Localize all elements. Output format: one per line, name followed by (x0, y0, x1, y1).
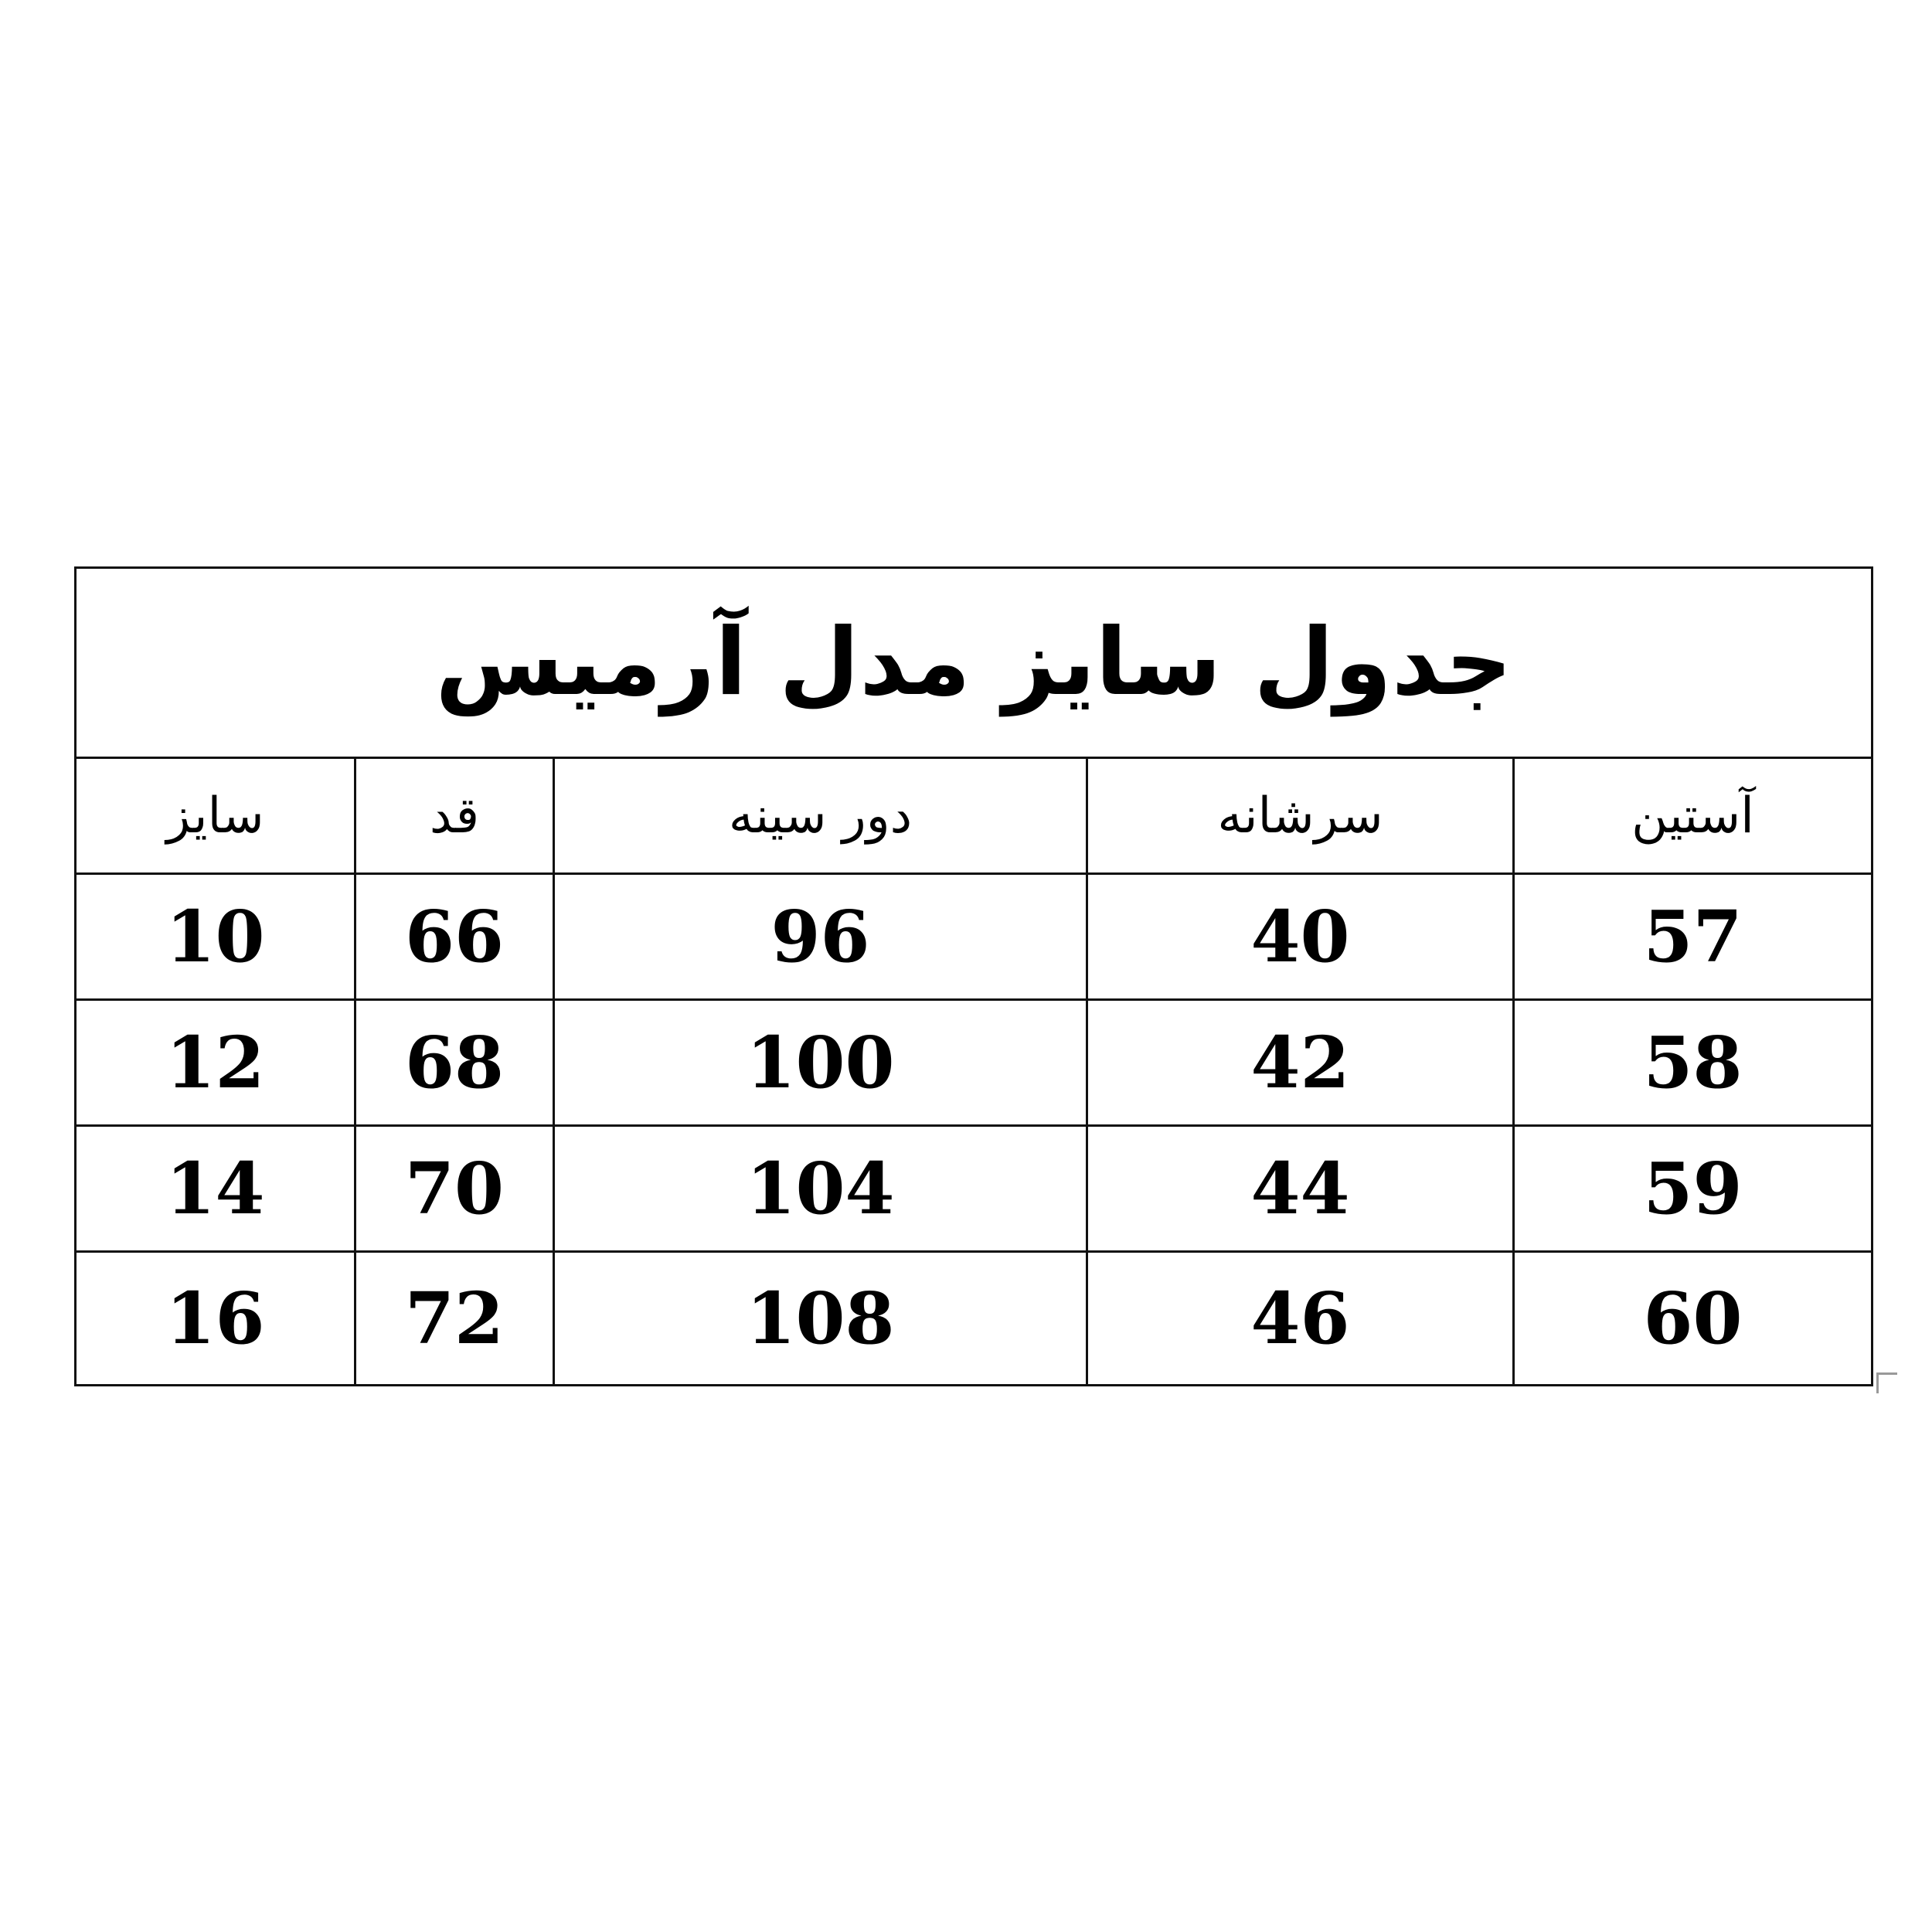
header-shoulder: سرشانه (1086, 757, 1515, 875)
cell-size: 12 (74, 998, 356, 1127)
table-row: 59 44 104 70 14 (74, 1124, 1873, 1253)
table-row: 57 40 96 66 10 (74, 872, 1873, 1001)
cell-length: 66 (354, 872, 555, 1001)
cell-shoulder: 40 (1086, 872, 1515, 1001)
table-title: جدول سایز مدل آرمیس (74, 566, 1873, 759)
cell-shoulder: 44 (1086, 1124, 1515, 1253)
cell-length: 70 (354, 1124, 555, 1253)
cell-size: 10 (74, 872, 356, 1001)
header-chest: دور سینه (553, 757, 1088, 875)
title-row: جدول سایز مدل آرمیس (74, 566, 1873, 759)
cell-chest: 104 (553, 1124, 1088, 1253)
cell-shoulder: 46 (1086, 1250, 1515, 1386)
header-sleeve: آستین (1512, 757, 1873, 875)
cell-length: 72 (354, 1250, 555, 1386)
size-chart-table: جدول سایز مدل آرمیس آستین سرشانه دور سین… (74, 566, 1873, 1386)
cell-size: 14 (74, 1124, 356, 1253)
header-size: سایز (74, 757, 356, 875)
header-length: قد (354, 757, 555, 875)
cell-chest: 100 (553, 998, 1088, 1127)
cell-sleeve: 60 (1512, 1250, 1873, 1386)
cell-sleeve: 59 (1512, 1124, 1873, 1253)
cell-chest: 96 (553, 872, 1088, 1001)
table-resize-corner-mark (1876, 1372, 1897, 1393)
header-row: آستین سرشانه دور سینه قد سایز (74, 757, 1873, 875)
cell-sleeve: 58 (1512, 998, 1873, 1127)
cell-size: 16 (74, 1250, 356, 1386)
table-row: 58 42 100 68 12 (74, 998, 1873, 1127)
cell-shoulder: 42 (1086, 998, 1515, 1127)
cell-sleeve: 57 (1512, 872, 1873, 1001)
table-row: 60 46 108 72 16 (74, 1250, 1873, 1386)
cell-chest: 108 (553, 1250, 1088, 1386)
cell-length: 68 (354, 998, 555, 1127)
